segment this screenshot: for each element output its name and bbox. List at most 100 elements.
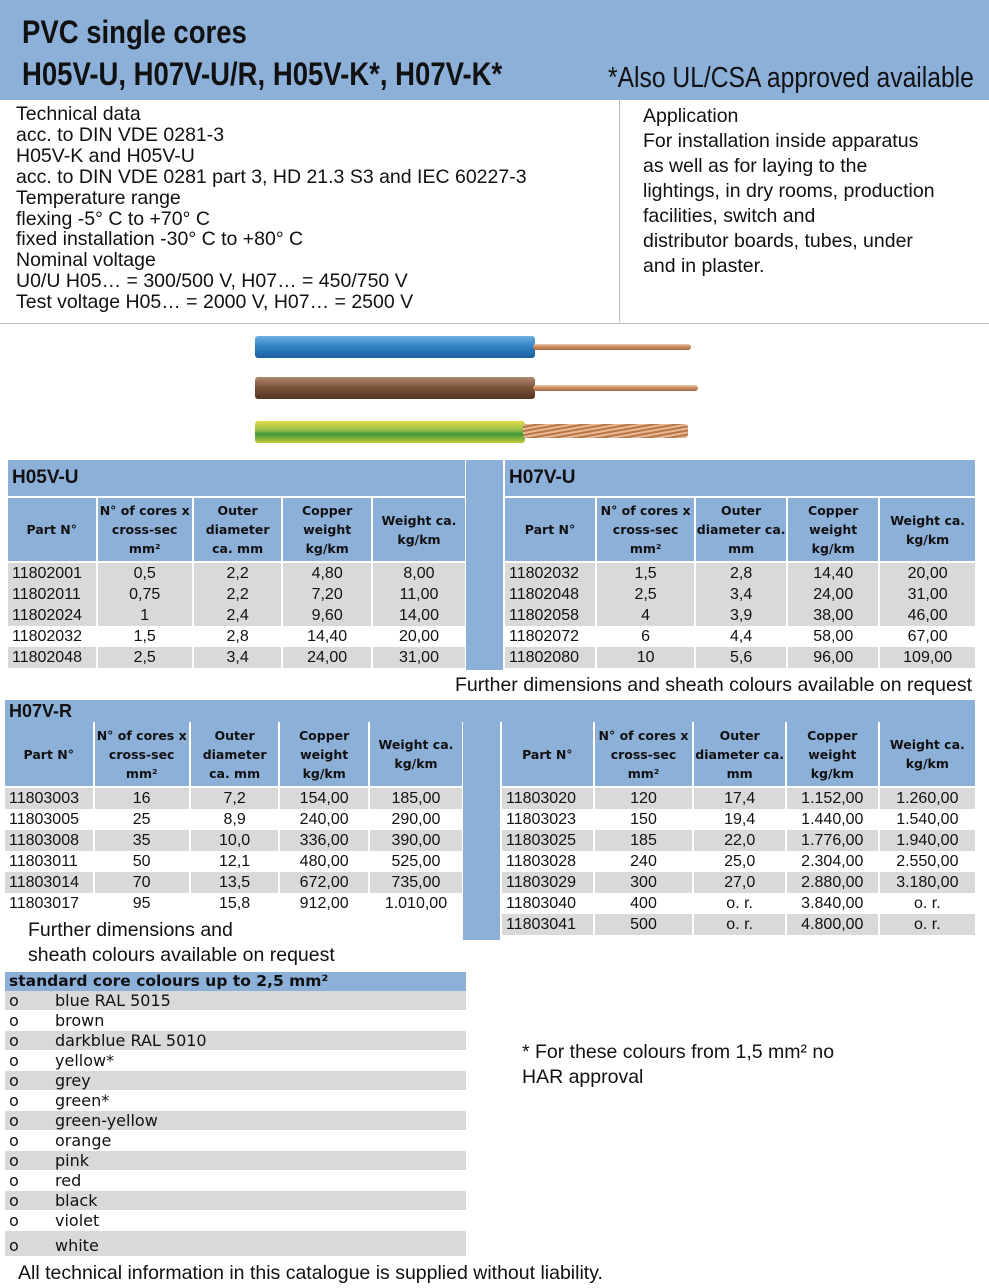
- table-cell: 4,80: [283, 563, 371, 584]
- table-cell: o. r.: [694, 914, 785, 935]
- colour-item: o red: [5, 1171, 466, 1191]
- table-row: 11802011 0,75 2,2 7,20 11,00: [8, 584, 465, 605]
- table-row: 11802048 2,5 3,4 24,00 31,00: [8, 647, 465, 668]
- table-cell: 1: [97, 605, 192, 626]
- table-cell: 1.010,00: [384, 894, 448, 912]
- table-cell: 96,00: [788, 647, 879, 668]
- table-cell: 35: [94, 830, 189, 851]
- table-cell: 14,40: [788, 563, 879, 584]
- table-row: 11803040 400 o. r. 3.840,00 o. r.: [502, 893, 975, 914]
- table-cell: 11803020: [502, 788, 593, 809]
- table-cell: o. r.: [726, 894, 753, 912]
- table-title-h07vr: H07V-R: [5, 700, 470, 722]
- table-cell: 0,5: [97, 563, 192, 584]
- har-note: * For these colours from 1,5 mm² no HAR …: [522, 1040, 834, 1090]
- table-cell: 11803029: [502, 872, 593, 893]
- table-cell: 3.840,00: [801, 894, 864, 912]
- column-header: Part N°: [502, 722, 593, 788]
- table-row: 11802032 1,5 2,8 14,40 20,00: [8, 626, 465, 647]
- table-cell: 58,00: [813, 627, 854, 645]
- table-cell: 2,5: [597, 584, 695, 605]
- table-cell: 480,00: [299, 852, 349, 870]
- table-cell: 13,5: [190, 872, 279, 893]
- column-header: Weight ca. kg/km: [372, 498, 465, 563]
- column-header: N° of cores x cross-sec mm²: [594, 722, 693, 788]
- table-cell: 1,5: [597, 563, 695, 584]
- approval-note: *Also UL/CSA approved available: [608, 62, 974, 94]
- column-header: Outer diameter ca. mm: [696, 498, 787, 563]
- column-header: Outer diameter ca. mm: [694, 722, 785, 788]
- bullet-icon: o: [9, 1031, 19, 1050]
- table-cell: 11802080: [505, 647, 596, 668]
- table-cell: 14,00: [372, 605, 465, 626]
- table-cell: 50: [132, 852, 151, 870]
- colour-name: orange: [55, 1131, 112, 1150]
- table-cell: 1.152,00: [786, 788, 878, 809]
- table-cell: 4: [597, 605, 695, 626]
- column-header: Copper weight kg/km: [786, 722, 878, 788]
- table-cell: 16: [94, 788, 189, 809]
- application-line: distributor boards, tubes, under: [643, 230, 913, 252]
- technical-line: Technical data: [16, 103, 141, 125]
- colour-name: white: [55, 1236, 99, 1255]
- table-cell: 2.550,00: [896, 852, 959, 870]
- table-row: 11803003 16 7,2 154,00 185,00: [5, 788, 462, 809]
- table-row: 11803017 95 15,8 912,00 1.010,00: [5, 893, 462, 914]
- table-row: 11803005 25 8,9 240,00 290,00: [5, 809, 462, 830]
- bullet-icon: o: [9, 1236, 19, 1255]
- column-header: Weight ca. kg/km: [369, 722, 462, 788]
- table-cell: 7,20: [283, 584, 371, 605]
- colour-item: o blue RAL 5015: [5, 991, 466, 1011]
- further-dimensions-note-left-2: sheath colours available on request: [28, 944, 335, 966]
- table-cell: 3,4: [696, 584, 787, 605]
- bullet-icon: o: [9, 991, 19, 1010]
- colour-item: o darkblue RAL 5010: [5, 1031, 466, 1051]
- colour-name: blue RAL 5015: [55, 991, 171, 1010]
- cable-image: [255, 330, 705, 450]
- column-header: Copper weight kg/km: [283, 498, 371, 563]
- table-separator: [466, 460, 503, 670]
- table-cell: 735,00: [369, 872, 462, 893]
- table-cell: 8,9: [223, 810, 246, 828]
- colour-item: o white: [5, 1231, 466, 1257]
- table-row: 11803023 150 19,4 1.440,00 1.540,00: [502, 809, 975, 830]
- table-cell: 10,0: [190, 830, 279, 851]
- table-cell: 1.260,00: [879, 788, 975, 809]
- table-cell: 11802072: [509, 627, 579, 645]
- table-cell: 11803023: [506, 810, 576, 828]
- table-cell: 11802011: [8, 584, 96, 605]
- table-cell: 11802032: [505, 563, 596, 584]
- further-dimensions-note: Further dimensions and sheath colours av…: [454, 674, 972, 696]
- header-row: Part N° N° of cores x cross-sec mm² Outer …: [505, 498, 975, 563]
- application-line: facilities, switch and: [643, 205, 816, 227]
- header-row: Part N° N° of cores x cross-sec mm² Outer …: [5, 722, 462, 788]
- table-cell: 672,00: [280, 872, 368, 893]
- table-cell: o. r.: [913, 894, 941, 912]
- application-line: Application: [643, 105, 739, 127]
- table-row: 11803028 240 25,0 2.304,00 2.550,00: [502, 851, 975, 872]
- further-dimensions-note-left-1: Further dimensions and: [28, 919, 233, 941]
- table-cell: 11803014: [5, 872, 93, 893]
- bullet-icon: o: [9, 1191, 19, 1210]
- table-cell: 336,00: [280, 830, 368, 851]
- table-cell: 9,60: [283, 605, 371, 626]
- table-cell: 1,5: [133, 627, 156, 645]
- table-cell: 7,2: [190, 788, 279, 809]
- colour-name: grey: [55, 1071, 91, 1090]
- column-header: N° of cores x cross-sec mm²: [94, 722, 189, 788]
- table-cell: 2.880,00: [786, 872, 878, 893]
- table-cell: 10: [597, 647, 695, 668]
- colour-item: o grey: [5, 1071, 466, 1091]
- title-bar: [470, 700, 975, 722]
- table-h05vu: Part N° N° of cores x cross-sec mm² Outer …: [6, 498, 467, 668]
- table-title-h07vu: H07V-U: [505, 460, 975, 498]
- technical-line: H05V-K and H05V-U: [16, 144, 195, 167]
- bullet-icon: o: [9, 1111, 19, 1130]
- har-note-line: HAR approval: [522, 1066, 644, 1088]
- table-row: 11802001 0,5 2,2 4,80 8,00: [8, 563, 465, 584]
- table-row: 11803029 300 27,0 2.880,00 3.180,00: [502, 872, 975, 893]
- table-cell: 38,00: [788, 605, 879, 626]
- table-h07vr: Part N° N° of cores x cross-sec mm² Outer …: [3, 722, 464, 914]
- table-cell: 11803040: [506, 894, 576, 912]
- column-header: Part N°: [8, 498, 96, 563]
